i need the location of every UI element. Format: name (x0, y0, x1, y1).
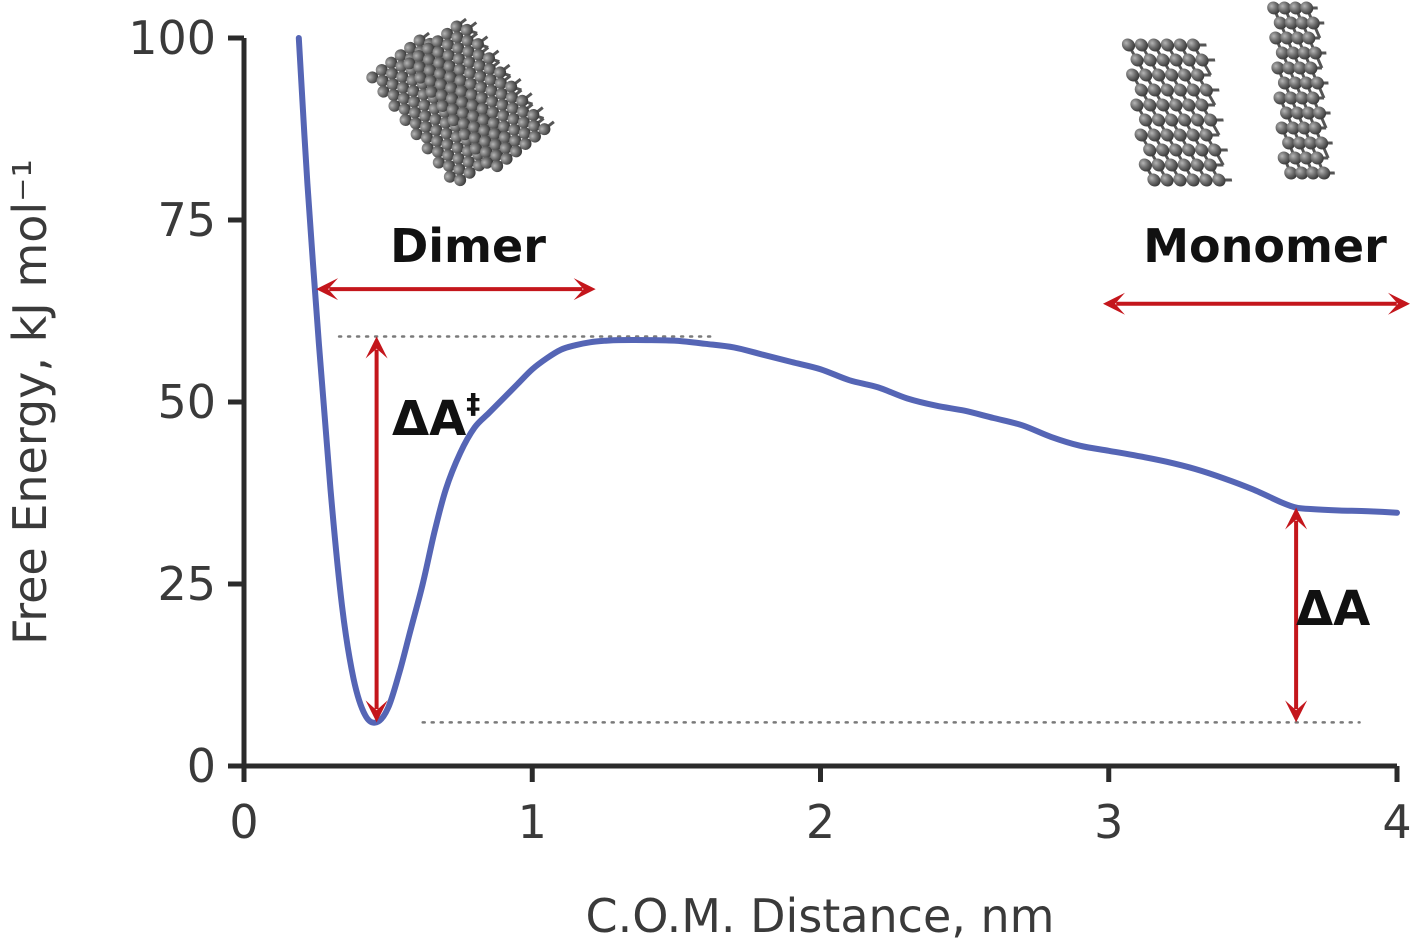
y-tick-label: 100 (128, 11, 216, 65)
monomer-label: Monomer (1143, 219, 1387, 273)
x-tick-label: 3 (1094, 795, 1123, 849)
delta-label: ΔA (1296, 581, 1370, 637)
barrier-label: ΔA‡ (392, 387, 480, 447)
x-tick-label: 4 (1382, 795, 1411, 849)
reference-lines (337, 335, 1361, 724)
y-ticks: 0 25 50 75 100 (128, 11, 244, 793)
dimer-label: Dimer (390, 219, 546, 273)
barrier-label-superscript: ‡ (466, 387, 480, 420)
y-axis-label: Free Energy, kJ mol⁻¹ (3, 159, 57, 645)
y-tick-label: 75 (157, 193, 216, 247)
y-tick-label: 25 (157, 557, 216, 611)
y-tick-label: 50 (157, 375, 216, 429)
x-tick-label: 0 (229, 795, 258, 849)
x-tick-label: 2 (806, 795, 835, 849)
x-axis-label: C.O.M. Distance, nm (586, 889, 1055, 943)
monomer-molecule-image (1121, 1, 1335, 187)
y-tick-label: 0 (187, 739, 216, 793)
barrier-energy-arrow (365, 336, 388, 723)
dimer-range-arrow (316, 278, 596, 301)
monomer-range-arrow (1102, 292, 1410, 315)
delta-energy-arrow (1285, 507, 1308, 723)
free-energy-curve (295, 35, 1400, 726)
dimer-molecule-image (366, 17, 555, 187)
x-tick-label: 1 (518, 795, 547, 849)
barrier-label-main: ΔA (392, 391, 466, 447)
x-ticks: 0 1 2 3 4 (229, 766, 1412, 849)
annotations: Dimer Monomer ΔA‡ ΔA (316, 219, 1410, 723)
